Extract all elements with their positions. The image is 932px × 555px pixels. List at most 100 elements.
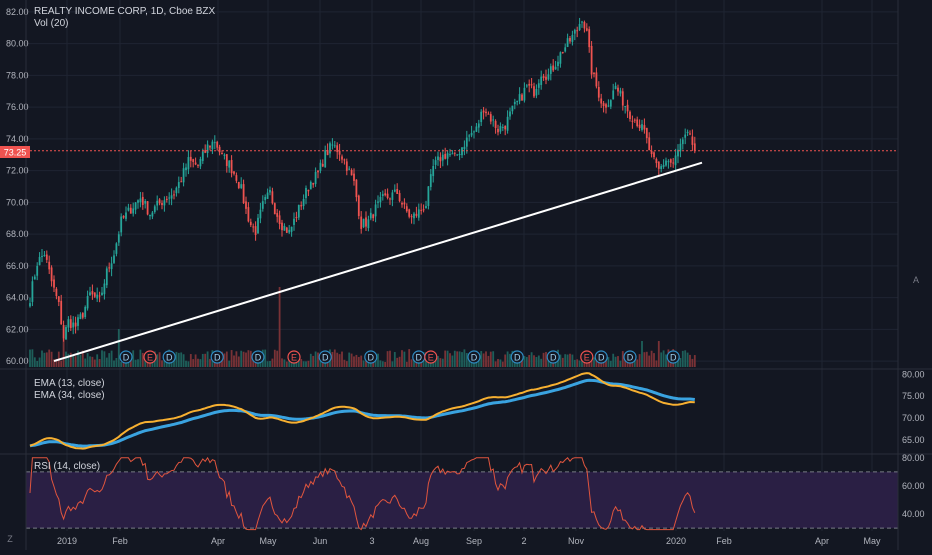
candle-body bbox=[636, 119, 639, 126]
volume-bar bbox=[237, 356, 240, 367]
candle-body bbox=[518, 94, 521, 102]
candle-body bbox=[103, 283, 106, 295]
volume-bar bbox=[69, 352, 72, 367]
zoom-toggle[interactable]: Z bbox=[7, 534, 13, 544]
candle-body bbox=[249, 221, 252, 226]
volume-bar bbox=[624, 358, 627, 367]
trendline[interactable] bbox=[53, 161, 703, 363]
price-tick-label: 60.00 bbox=[6, 356, 29, 366]
volume-bar bbox=[209, 358, 211, 367]
candle-body bbox=[470, 132, 473, 136]
volume-bar bbox=[566, 354, 569, 367]
volume-bar bbox=[547, 358, 550, 367]
volume-bar bbox=[285, 361, 288, 367]
volume-bar bbox=[681, 350, 684, 367]
event-marker-label: D bbox=[514, 353, 521, 363]
volume-bar bbox=[633, 356, 636, 367]
earnings-marker: E bbox=[287, 350, 301, 364]
candle-body bbox=[609, 100, 612, 107]
candle-body bbox=[497, 128, 499, 133]
volume-bar bbox=[482, 353, 485, 367]
volume-bar bbox=[240, 350, 243, 367]
candle-body bbox=[501, 126, 504, 128]
volume-bar bbox=[621, 351, 624, 367]
candle-body bbox=[173, 194, 175, 196]
earnings-marker: E bbox=[424, 350, 438, 364]
event-marker-circle bbox=[580, 350, 594, 364]
candle-body bbox=[314, 171, 317, 184]
event-marker-circle bbox=[467, 350, 481, 364]
candle-body bbox=[595, 72, 598, 87]
candle-body bbox=[468, 135, 471, 137]
volume-bar bbox=[223, 353, 226, 367]
candle-body bbox=[669, 159, 672, 163]
volume-bar bbox=[45, 352, 48, 367]
event-marker-label: D bbox=[471, 353, 478, 363]
volume-bar bbox=[434, 357, 437, 367]
volume-bar bbox=[62, 339, 65, 367]
volume-bar bbox=[693, 355, 696, 367]
rsi-tick-label: 40.00 bbox=[902, 509, 925, 519]
candle-body bbox=[331, 144, 334, 146]
candle-body bbox=[456, 154, 459, 156]
volume-bar bbox=[345, 361, 348, 367]
candle-body bbox=[413, 213, 415, 219]
volume-bar bbox=[115, 358, 118, 367]
volume-bar bbox=[38, 357, 41, 367]
candle-body bbox=[554, 66, 557, 70]
volume-bar bbox=[273, 349, 276, 367]
volume-bar bbox=[381, 361, 384, 367]
price-tick-label: 68.00 bbox=[6, 229, 29, 239]
ema13-legend: EMA (13, close) bbox=[34, 378, 105, 389]
candle-body bbox=[156, 200, 159, 206]
ema34-legend: EMA (34, close) bbox=[34, 390, 105, 401]
candle-body bbox=[72, 322, 75, 328]
candle-body bbox=[547, 74, 550, 80]
candle-body bbox=[612, 90, 615, 100]
volume-bar bbox=[691, 358, 694, 367]
volume-bar bbox=[401, 350, 403, 367]
volume-bar bbox=[492, 351, 495, 367]
candle-body bbox=[475, 126, 478, 132]
candle-body bbox=[403, 202, 406, 205]
candle-body bbox=[105, 268, 108, 286]
volume-bar bbox=[648, 355, 651, 367]
volume-bar bbox=[189, 354, 192, 367]
volume-bar bbox=[468, 358, 471, 367]
volume-bar bbox=[540, 358, 543, 367]
candle-body bbox=[693, 143, 696, 151]
volume-bar bbox=[528, 355, 531, 367]
volume-bar bbox=[509, 353, 511, 367]
volume-bar bbox=[501, 361, 504, 367]
volume-bar bbox=[79, 354, 82, 367]
volume-bar bbox=[533, 355, 535, 367]
volume-bar bbox=[660, 352, 663, 367]
event-marker-label: D bbox=[598, 353, 605, 363]
volume-bar bbox=[576, 359, 579, 367]
volume-bar bbox=[357, 356, 360, 367]
volume-bar bbox=[609, 360, 612, 367]
candle-body bbox=[391, 192, 394, 200]
candle-body bbox=[338, 150, 341, 155]
volume-bar bbox=[679, 357, 682, 367]
volume-bar bbox=[259, 360, 262, 367]
volume-bar bbox=[91, 356, 94, 367]
event-marker-label: D bbox=[322, 353, 329, 363]
candle-body bbox=[578, 23, 581, 30]
candle-body bbox=[691, 136, 694, 145]
candle-body bbox=[357, 195, 360, 217]
candle-body bbox=[369, 212, 372, 219]
volume-bar bbox=[199, 359, 202, 367]
candle-body bbox=[653, 152, 655, 158]
candle-body bbox=[273, 203, 276, 215]
volume-bar bbox=[101, 350, 103, 367]
volume-bar bbox=[405, 361, 408, 367]
volume-bar bbox=[607, 357, 610, 367]
volume-bar bbox=[29, 349, 31, 367]
candle-body bbox=[487, 113, 490, 115]
candle-body bbox=[69, 319, 72, 328]
auto-scale-toggle[interactable]: A bbox=[913, 275, 919, 285]
